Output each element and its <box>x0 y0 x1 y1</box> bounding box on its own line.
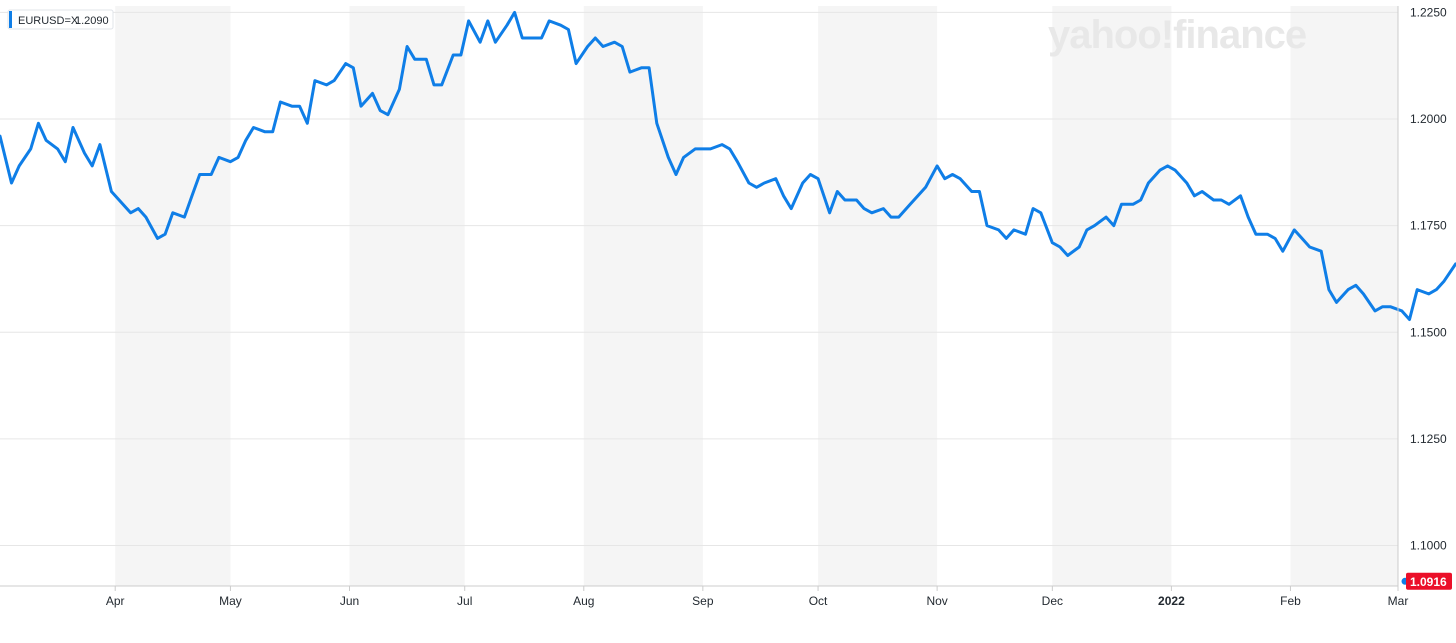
y-tick-label: 1.1500 <box>1410 325 1447 339</box>
x-tick-label: Dec <box>1042 594 1063 608</box>
series-group <box>0 10 1456 321</box>
last-value-badge: 1.0916 <box>1401 572 1452 590</box>
legend-swatch <box>9 11 12 28</box>
x-tick-label: Jul <box>457 594 472 608</box>
x-tick-label: Jun <box>340 594 359 608</box>
legend[interactable]: EURUSD=X 1.2090 <box>7 9 114 30</box>
series-line <box>0 10 1456 321</box>
x-tick-label: 2022 <box>1158 594 1185 608</box>
month-band <box>818 6 938 586</box>
month-band <box>583 6 703 586</box>
y-tick-label: 1.1000 <box>1410 538 1447 552</box>
x-tick-label: Sep <box>692 594 714 608</box>
last-value-label: 1.0916 <box>1410 575 1447 589</box>
month-band <box>349 6 465 586</box>
month-bands <box>115 6 1398 586</box>
y-tick-label: 1.1750 <box>1410 219 1447 233</box>
legend-value: 1.2090 <box>75 15 109 27</box>
x-tick-label: Mar <box>1388 594 1409 608</box>
y-tick-label: 1.2250 <box>1410 5 1447 19</box>
x-tick-label: May <box>219 594 242 608</box>
legend-symbol: EURUSD=X <box>18 15 79 27</box>
x-tick-label: Feb <box>1280 594 1301 608</box>
x-tick-label: Aug <box>573 594 594 608</box>
last-value-box <box>1406 572 1452 590</box>
legend-box <box>7 9 114 30</box>
y-axis-ticks: 1.2250 1.2000 1.1750 1.1500 1.1250 1.1000 <box>1410 5 1447 552</box>
x-tick-label: Oct <box>809 594 828 608</box>
x-tick-label: Nov <box>926 594 947 608</box>
watermark-logo: yahoo!finance <box>1048 13 1306 57</box>
y-tick-label: 1.1250 <box>1410 432 1447 446</box>
month-band <box>1052 6 1172 586</box>
x-axis-ticks: Apr May Jun Jul Aug Sep Oct Nov Dec 2022 Feb Mar <box>106 586 1408 608</box>
x-tick-label: Apr <box>106 594 125 608</box>
gridlines <box>0 11 1398 546</box>
y-tick-label: 1.2000 <box>1410 112 1447 126</box>
month-band <box>115 6 231 586</box>
